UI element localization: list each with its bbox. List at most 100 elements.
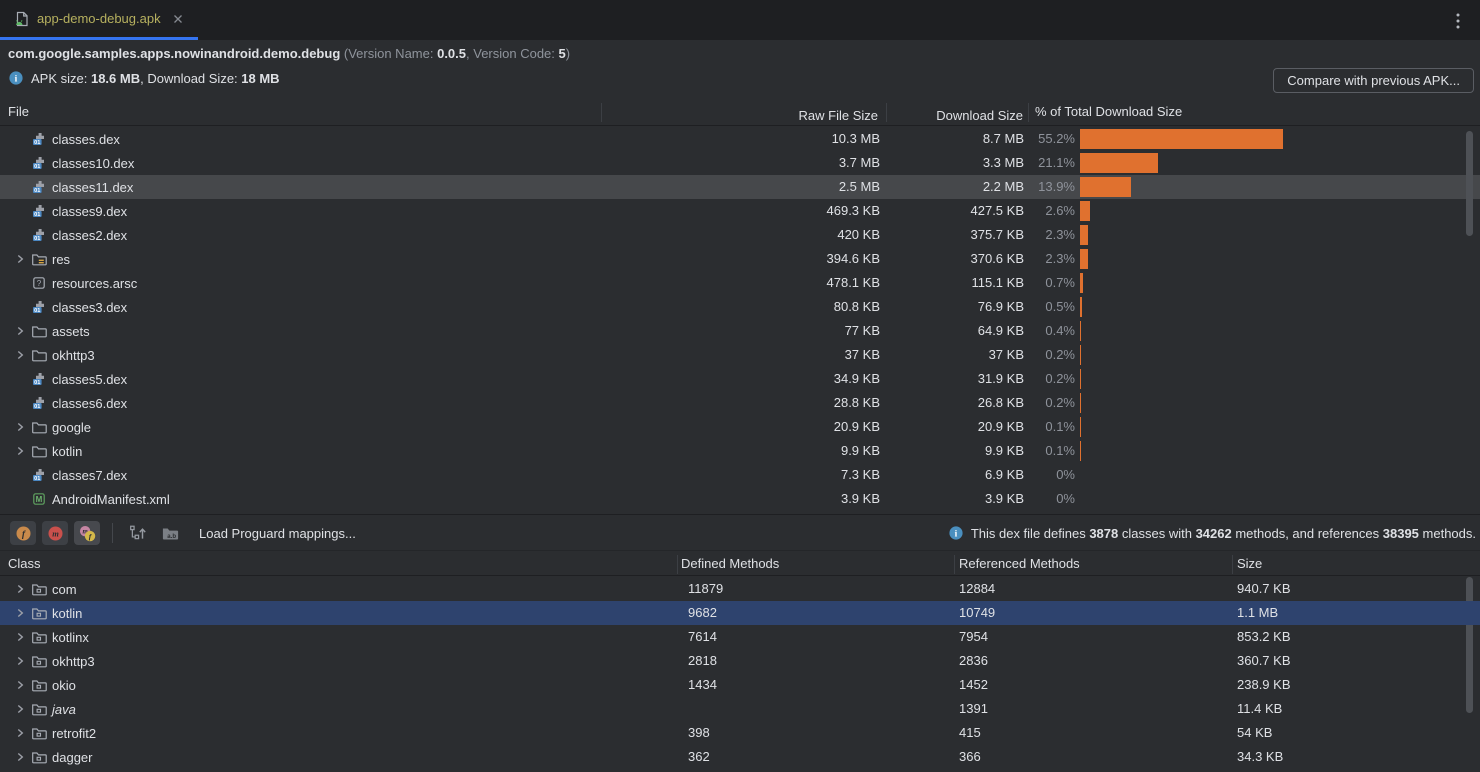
file-type-icon-slot: 01 xyxy=(31,179,47,195)
chevron-right-icon[interactable] xyxy=(14,631,26,643)
load-proguard-mappings-button[interactable]: Load Proguard mappings... xyxy=(199,525,356,541)
table-row[interactable]: okhttp3 37 KB 37 KB 0.2% xyxy=(0,343,1480,367)
pct-download-cell: 0.2% xyxy=(1045,371,1075,386)
column-header-download-size[interactable]: Download Size xyxy=(936,108,1023,123)
package-icon xyxy=(32,608,47,620)
chevron-right-icon[interactable] xyxy=(14,751,26,763)
table-row[interactable]: 01 classes.dex 10.3 MB 8.7 MB 55.2% xyxy=(0,127,1480,151)
column-header-referenced-methods[interactable]: Referenced Methods xyxy=(959,556,1080,571)
dex-file-icon: 01 xyxy=(33,133,44,146)
version-code: 5 xyxy=(558,46,566,61)
column-header-class[interactable]: Class xyxy=(8,556,41,571)
chevron-right-icon[interactable] xyxy=(14,349,26,361)
size-cell: 853.2 KB xyxy=(1237,629,1291,644)
package-name-cell: okio xyxy=(14,673,76,697)
pct-download-cell: 55.2% xyxy=(1038,131,1075,146)
column-header-raw-file-size[interactable]: Raw File Size xyxy=(798,108,878,123)
dex-file-icon: 01 xyxy=(33,157,44,170)
table-row[interactable]: assets 77 KB 64.9 KB 0.4% xyxy=(0,319,1480,343)
download-pct-bar xyxy=(1080,393,1081,413)
svg-text:i: i xyxy=(15,75,18,85)
table-row[interactable]: 01 classes5.dex 34.9 KB 31.9 KB 0.2% xyxy=(0,367,1480,391)
load-mappings-folder-icon[interactable]: a.b xyxy=(161,524,179,542)
file-name-cell: 01 classes7.dex xyxy=(14,463,127,487)
svg-text:01: 01 xyxy=(34,236,40,242)
file-type-icon-slot xyxy=(31,443,47,459)
chevron-right-icon[interactable] xyxy=(14,445,26,457)
package-icon xyxy=(32,632,47,644)
table-row[interactable]: M AndroidManifest.xml 3.9 KB 3.9 KB 0% xyxy=(0,487,1480,511)
tab-close-button[interactable] xyxy=(172,13,184,25)
file-type-icon-slot xyxy=(31,419,47,435)
download-size-cell: 6.9 KB xyxy=(984,467,1024,482)
chevron-right-icon[interactable] xyxy=(14,583,26,595)
package-name: okhttp3 xyxy=(52,653,95,669)
table-row[interactable]: kotlin 9682 10749 1.1 MB xyxy=(0,601,1480,625)
table-row[interactable]: res 394.6 KB 370.6 KB 2.3% xyxy=(0,247,1480,271)
table-row[interactable]: retrofit2 398 415 54 KB xyxy=(0,721,1480,745)
download-size-cell: 31.9 KB xyxy=(977,371,1024,386)
tab-app-demo-debug-apk[interactable]: app-demo-debug.apk xyxy=(0,0,196,37)
show-fields-toggle[interactable]: f xyxy=(10,521,36,545)
column-header-pct-total-download[interactable]: % of Total Download Size xyxy=(1035,104,1183,119)
table-row[interactable]: 01 classes11.dex 2.5 MB 2.2 MB 13.9% xyxy=(0,175,1480,199)
table-row[interactable]: kotlin 9.9 KB 9.9 KB 0.1% xyxy=(0,439,1480,463)
pct-download-cell: 21.1% xyxy=(1038,155,1075,170)
tab-options-menu-button[interactable] xyxy=(1450,12,1466,30)
file-type-icon-slot: 01 xyxy=(31,299,47,315)
file-name: resources.arsc xyxy=(52,275,138,291)
column-header-size[interactable]: Size xyxy=(1237,556,1263,571)
table-row[interactable]: kotlinx 7614 7954 853.2 KB xyxy=(0,625,1480,649)
column-header-file[interactable]: File xyxy=(8,104,29,119)
classes-table-scrollbar-thumb[interactable] xyxy=(1466,577,1473,713)
table-row[interactable]: ? resources.arsc 478.1 KB 115.1 KB 0.7% xyxy=(0,271,1480,295)
svg-text:01: 01 xyxy=(34,404,40,410)
svg-text:a.b: a.b xyxy=(167,534,176,540)
file-type-icon-slot: 01 xyxy=(31,227,47,243)
show-methods-toggle[interactable]: m xyxy=(42,521,68,545)
arsc-file-icon: ? xyxy=(33,277,45,289)
expand-tree-icon[interactable] xyxy=(129,524,147,542)
download-pct-bar xyxy=(1080,369,1081,389)
file-name: classes10.dex xyxy=(52,155,135,171)
chevron-right-icon[interactable] xyxy=(14,607,26,619)
file-name: classes9.dex xyxy=(52,203,128,219)
table-row[interactable]: 01 classes10.dex 3.7 MB 3.3 MB 21.1% xyxy=(0,151,1480,175)
files-table-scrollbar-thumb[interactable] xyxy=(1466,131,1473,236)
file-type-icon-slot: 01 xyxy=(31,467,47,483)
table-row[interactable]: okio 1434 1452 238.9 KB xyxy=(0,673,1480,697)
size-cell: 238.9 KB xyxy=(1237,677,1291,692)
show-referenced-nodes-toggle[interactable]: m f xyxy=(74,521,100,545)
table-row[interactable]: 01 classes9.dex 469.3 KB 427.5 KB 2.6% xyxy=(0,199,1480,223)
table-row[interactable]: okhttp3 2818 2836 360.7 KB xyxy=(0,649,1480,673)
referenced-methods-cell: 7954 xyxy=(959,629,988,644)
download-size-cell: 8.7 MB xyxy=(982,131,1024,146)
compare-with-previous-apk-button[interactable]: Compare with previous APK... xyxy=(1273,68,1474,93)
chevron-right-icon[interactable] xyxy=(14,703,26,715)
table-row[interactable]: 01 classes6.dex 28.8 KB 26.8 KB 0.2% xyxy=(0,391,1480,415)
referenced-methods-cell: 1391 xyxy=(959,701,988,716)
table-row[interactable]: com 11879 12884 940.7 KB xyxy=(0,577,1480,601)
table-row[interactable]: java 1391 11.4 KB xyxy=(0,697,1480,721)
column-header-defined-methods[interactable]: Defined Methods xyxy=(681,556,780,571)
column-divider xyxy=(886,103,887,122)
pct-download-cell: 2.3% xyxy=(1045,227,1075,242)
table-row[interactable]: dagger 362 366 34.3 KB xyxy=(0,745,1480,769)
table-row[interactable]: 01 classes7.dex 7.3 KB 6.9 KB 0% xyxy=(0,463,1480,487)
dex-file-icon: 01 xyxy=(33,301,44,314)
chevron-right-icon[interactable] xyxy=(14,253,26,265)
size-cell: 1.1 MB xyxy=(1237,605,1279,620)
table-row[interactable]: google 20.9 KB 20.9 KB 0.1% xyxy=(0,415,1480,439)
table-row[interactable]: 01 classes2.dex 420 KB 375.7 KB 2.3% xyxy=(0,223,1480,247)
chevron-right-icon[interactable] xyxy=(14,325,26,337)
table-row[interactable]: 01 classes3.dex 80.8 KB 76.9 KB 0.5% xyxy=(0,295,1480,319)
download-pct-bar xyxy=(1080,153,1158,173)
classes-count: 3878 xyxy=(1089,525,1119,541)
chevron-right-icon[interactable] xyxy=(14,727,26,739)
download-pct-bar xyxy=(1080,297,1082,317)
raw-file-size-cell: 34.9 KB xyxy=(833,371,880,386)
chevron-right-icon[interactable] xyxy=(14,655,26,667)
chevron-right-icon[interactable] xyxy=(14,421,26,433)
raw-file-size-cell: 3.9 KB xyxy=(840,491,880,506)
chevron-right-icon[interactable] xyxy=(14,679,26,691)
